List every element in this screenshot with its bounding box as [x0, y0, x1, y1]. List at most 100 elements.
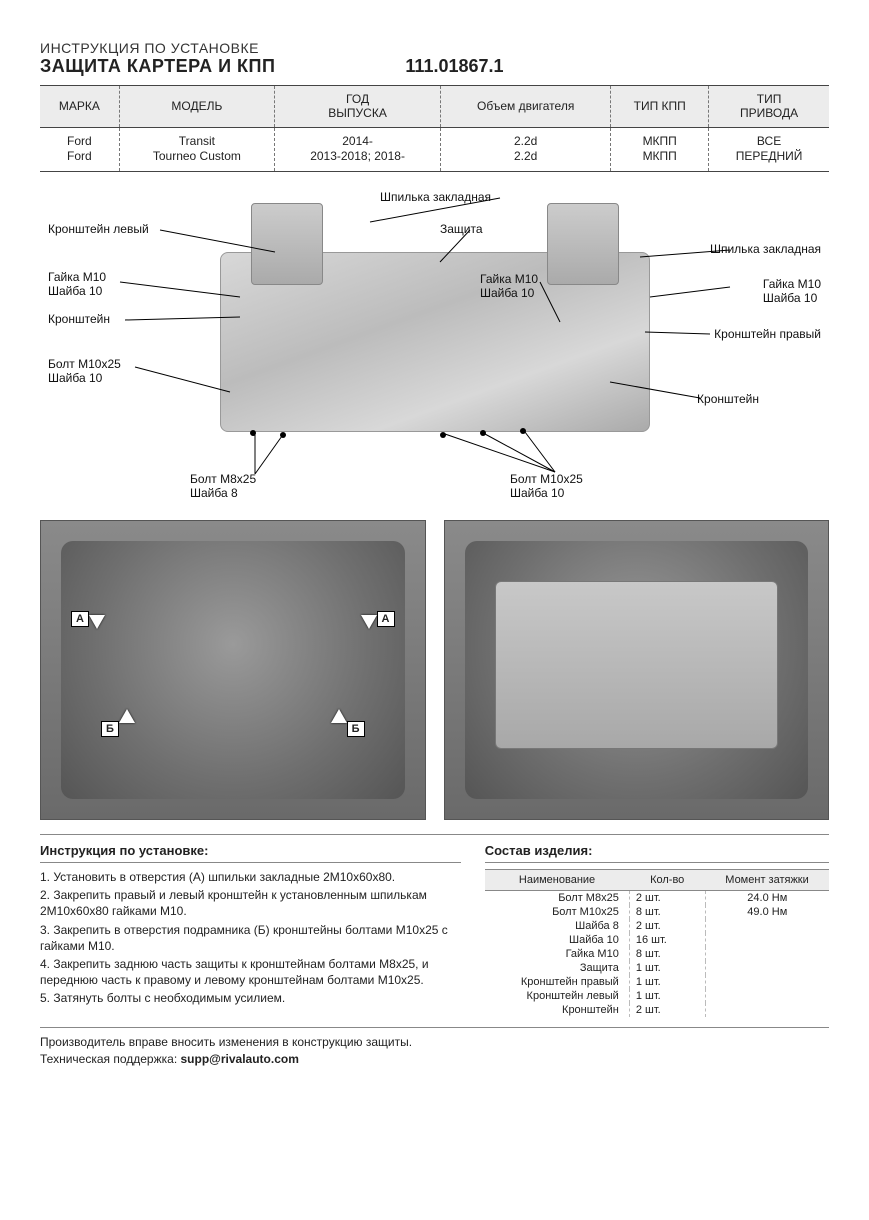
- callout-bolt-m10-btm: Болт М10х25 Шайба 10: [510, 472, 583, 500]
- parts-cell: Гайка М10: [485, 947, 630, 961]
- header-line1: ИНСТРУКЦИЯ ПО УСТАНОВКЕ: [40, 40, 829, 56]
- parts-cell: [705, 961, 829, 975]
- arrow-icon: [331, 709, 347, 723]
- instructions-steps: 1. Установить в отверстия (А) шпильки за…: [40, 869, 461, 1007]
- step: 5. Затянуть болты с необходимым усилием.: [40, 990, 461, 1006]
- callout-bracket-left: Кронштейн левый: [48, 222, 149, 236]
- arrow-icon: [89, 615, 105, 629]
- vt-cell: МКПП МКПП: [611, 127, 709, 171]
- callout-nut-washer-c: Гайка М10 Шайба 10: [480, 272, 538, 300]
- marker-B-right: Б: [347, 721, 365, 737]
- bolt-dot: [440, 432, 446, 438]
- instructions-title: Инструкция по установке:: [40, 843, 461, 863]
- parts-cell: Защита: [485, 961, 630, 975]
- step: 2. Закрепить правый и левый кронштейн к …: [40, 887, 461, 919]
- parts-cell: [705, 947, 829, 961]
- step: 4. Закрепить заднюю часть защиты к кронш…: [40, 956, 461, 988]
- vt-col-gearbox: ТИП КПП: [611, 86, 709, 128]
- pt-col-torque: Момент затяжки: [705, 869, 829, 890]
- vt-cell: Ford Ford: [40, 127, 119, 171]
- bolt-dot: [520, 428, 526, 434]
- callout-shield: Защита: [440, 222, 483, 236]
- parts-row: Болт М8х252 шт.24.0 Нм: [485, 890, 829, 905]
- parts-block: Состав изделия: Наименование Кол-во Моме…: [485, 843, 829, 1017]
- vt-col-model: МОДЕЛЬ: [119, 86, 274, 128]
- installed-shield-shape: [495, 581, 779, 749]
- support-email: supp@rivalauto.com: [180, 1052, 298, 1066]
- parts-row: Шайба 1016 шт.: [485, 933, 829, 947]
- vt-col-engine: Объем двигателя: [441, 86, 611, 128]
- parts-cell: Кронштейн: [485, 1003, 630, 1017]
- photo-after: [444, 520, 830, 820]
- callout-bolt-m10: Болт М10х25 Шайба 10: [48, 357, 121, 385]
- parts-cell: 24.0 Нм: [705, 890, 829, 905]
- vehicle-table: МАРКА МОДЕЛЬ ГОД ВЫПУСКА Объем двигателя…: [40, 85, 829, 172]
- parts-cell: 8 шт.: [629, 947, 705, 961]
- pt-col-qty: Кол-во: [629, 869, 705, 890]
- parts-cell: 2 шт.: [629, 1003, 705, 1017]
- arrow-icon: [361, 615, 377, 629]
- parts-title: Состав изделия:: [485, 843, 829, 863]
- doc-header: ИНСТРУКЦИЯ ПО УСТАНОВКЕ ЗАЩИТА КАРТЕРА И…: [40, 40, 829, 77]
- marker-A-right: А: [377, 611, 395, 627]
- bolt-dot: [280, 432, 286, 438]
- parts-cell: Шайба 10: [485, 933, 630, 947]
- parts-row: Кронштейн2 шт.: [485, 1003, 829, 1017]
- parts-cell: Кронштейн правый: [485, 975, 630, 989]
- step: 3. Закрепить в отверстия подрамника (Б) …: [40, 922, 461, 954]
- install-photos: А А Б Б: [40, 520, 829, 820]
- parts-cell: 2 шт.: [629, 890, 705, 905]
- bolt-dot: [250, 430, 256, 436]
- parts-cell: [705, 933, 829, 947]
- parts-row: Шайба 82 шт.: [485, 919, 829, 933]
- callout-bracket: Кронштейн: [48, 312, 110, 326]
- callout-bolt-m8: Болт М8х25 Шайба 8: [190, 472, 256, 500]
- diagram-shield-shape: [220, 252, 650, 432]
- parts-cell: 2 шт.: [629, 919, 705, 933]
- step: 1. Установить в отверстия (А) шпильки за…: [40, 869, 461, 885]
- parts-row: Гайка М108 шт.: [485, 947, 829, 961]
- vt-cell: Transit Tourneo Custom: [119, 127, 274, 171]
- photo-after-inner: [465, 541, 809, 799]
- callout-nut-washer-l: Гайка М10 Шайба 10: [48, 270, 106, 298]
- pt-col-name: Наименование: [485, 869, 630, 890]
- parts-cell: Болт М8х25: [485, 890, 630, 905]
- parts-cell: 1 шт.: [629, 961, 705, 975]
- exploded-diagram: Кронштейн левый Гайка М10 Шайба 10 Кронш…: [40, 182, 829, 502]
- photo-before-inner: [61, 541, 405, 799]
- arrow-icon: [119, 709, 135, 723]
- header-line2: ЗАЩИТА КАРТЕРА И КПП: [40, 56, 275, 77]
- callout-stud-r: Шпилька закладная: [710, 242, 821, 256]
- parts-row: Кронштейн правый1 шт.: [485, 975, 829, 989]
- parts-cell: 49.0 Нм: [705, 905, 829, 919]
- parts-cell: Кронштейн левый: [485, 989, 630, 1003]
- vt-cell: 2014- 2013-2018; 2018-: [275, 127, 441, 171]
- marker-A-left: А: [71, 611, 89, 627]
- vt-col-year: ГОД ВЫПУСКА: [275, 86, 441, 128]
- callout-bracket-btm: Кронштейн: [697, 392, 759, 406]
- parts-cell: [705, 989, 829, 1003]
- parts-table: Наименование Кол-во Момент затяжки Болт …: [485, 869, 829, 1017]
- doc-footer: Производитель вправе вносить изменения в…: [40, 1027, 829, 1068]
- parts-cell: 1 шт.: [629, 975, 705, 989]
- vt-col-drive: ТИП ПРИВОДА: [709, 86, 829, 128]
- parts-cell: [705, 975, 829, 989]
- bolt-dot: [480, 430, 486, 436]
- callout-stud-top: Шпилька закладная: [380, 190, 491, 204]
- part-number: 111.01867.1: [405, 56, 503, 77]
- callout-bracket-right: Кронштейн правый: [714, 327, 821, 341]
- parts-cell: Болт М10х25: [485, 905, 630, 919]
- parts-row: Болт М10х258 шт.49.0 Нм: [485, 905, 829, 919]
- marker-B-left: Б: [101, 721, 119, 737]
- parts-cell: [705, 1003, 829, 1017]
- parts-row: Защита1 шт.: [485, 961, 829, 975]
- instructions-block: Инструкция по установке: 1. Установить в…: [40, 843, 461, 1017]
- callout-nut-washer-r: Гайка М10 Шайба 10: [763, 277, 821, 305]
- bottom-columns: Инструкция по установке: 1. Установить в…: [40, 834, 829, 1017]
- parts-cell: Шайба 8: [485, 919, 630, 933]
- parts-cell: 8 шт.: [629, 905, 705, 919]
- vt-row: Ford Ford Transit Tourneo Custom 2014- 2…: [40, 127, 829, 171]
- parts-cell: [705, 919, 829, 933]
- footer-support: Техническая поддержка: supp@rivalauto.co…: [40, 1051, 829, 1068]
- photo-before: А А Б Б: [40, 520, 426, 820]
